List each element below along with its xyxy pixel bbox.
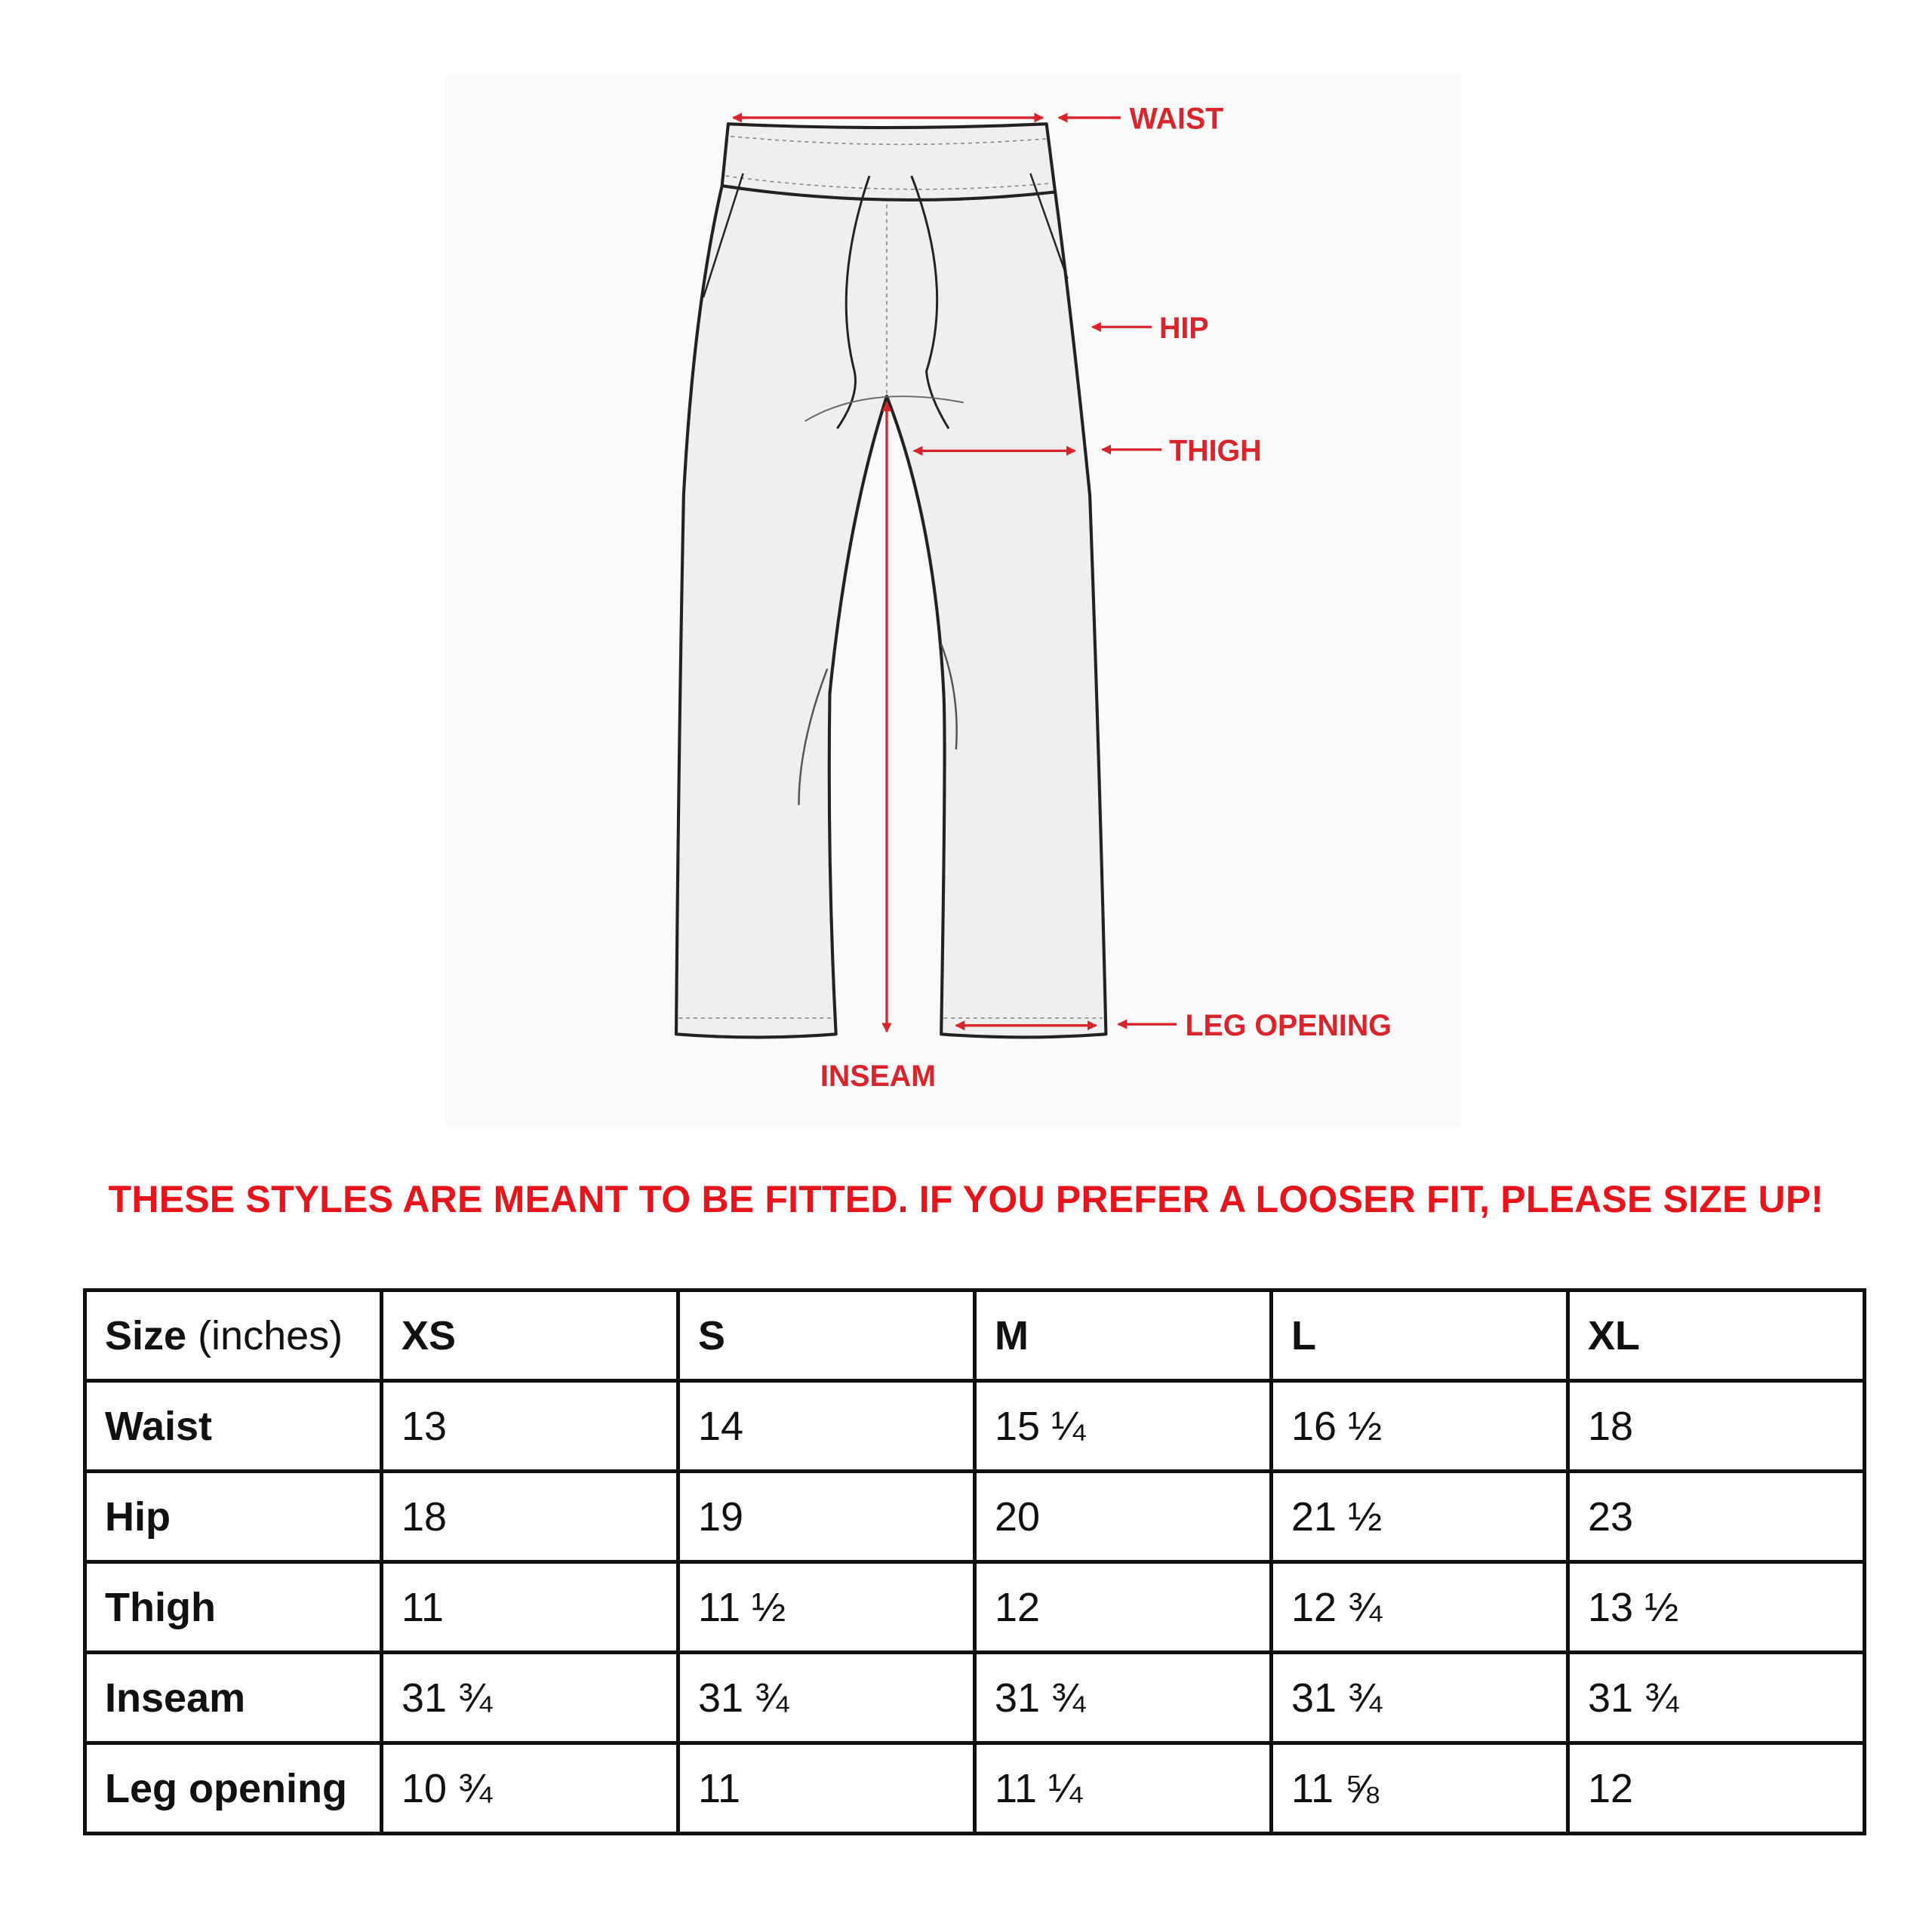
- leg-opening-label: LEG OPENING: [1185, 1009, 1391, 1042]
- waist-label: WAIST: [1130, 103, 1224, 136]
- table-cell: 14: [676, 1379, 977, 1473]
- row-label: Waist: [83, 1379, 383, 1473]
- pants-illustration: [674, 122, 1108, 1039]
- size-header-label: Size: [105, 1312, 187, 1358]
- size-column-header: L: [1269, 1288, 1570, 1383]
- inseam-label: INSEAM: [820, 1060, 936, 1093]
- table-row: Leg opening 10 ¾ 11 11 ¼ 11 ⅝ 12: [83, 1741, 1866, 1835]
- table-cell: 12: [973, 1560, 1273, 1654]
- table-cell: 18: [380, 1469, 680, 1564]
- table-cell: 11 ½: [676, 1560, 977, 1654]
- pants-measurement-diagram: WAIST HIP THIGH LEG OPENING INSEAM: [674, 102, 1392, 1094]
- table-cell: 13 ½: [1566, 1560, 1866, 1654]
- table-cell: 11 ⅝: [1269, 1741, 1570, 1835]
- table-cell: 12: [1566, 1741, 1866, 1835]
- row-label: Leg opening: [83, 1741, 383, 1835]
- table-cell: 31 ¾: [1269, 1651, 1570, 1745]
- table-row: Inseam 31 ¾ 31 ¾ 31 ¾ 31 ¾ 31 ¾: [83, 1651, 1866, 1745]
- table-cell: 18: [1566, 1379, 1866, 1473]
- measurement-arrows: [731, 112, 1177, 1033]
- table-cell: 19: [676, 1469, 977, 1564]
- table-cell: 11: [676, 1741, 977, 1835]
- table-cell: 21 ½: [1269, 1469, 1570, 1564]
- table-cell: 16 ½: [1269, 1379, 1570, 1473]
- size-column-header: XS: [380, 1288, 680, 1383]
- table-cell: 10 ¾: [380, 1741, 680, 1835]
- row-label: Hip: [83, 1469, 383, 1564]
- table-cell: 31 ¾: [1566, 1651, 1866, 1745]
- thigh-label: THIGH: [1169, 435, 1262, 468]
- table-header-row: Size (inches) XS S M L XL: [83, 1288, 1866, 1383]
- table-cell: 20: [973, 1469, 1273, 1564]
- size-column-header: M: [973, 1288, 1273, 1383]
- size-header-unit: (inches): [198, 1312, 343, 1358]
- table-row: Waist 13 14 15 ¼ 16 ½ 18: [83, 1379, 1866, 1473]
- row-label: Inseam: [83, 1651, 383, 1745]
- table-cell: 11 ¼: [973, 1741, 1273, 1835]
- size-column-header: S: [676, 1288, 977, 1383]
- table-cell: 31 ¾: [676, 1651, 977, 1745]
- table-cell: 11: [380, 1560, 680, 1654]
- table-cell: 31 ¾: [973, 1651, 1273, 1745]
- table-row: Thigh 11 11 ½ 12 12 ¾ 13 ½: [83, 1560, 1866, 1654]
- size-header-cell: Size (inches): [83, 1288, 383, 1383]
- hip-label: HIP: [1159, 312, 1209, 345]
- row-label: Thigh: [83, 1560, 383, 1654]
- table-cell: 15 ¼: [973, 1379, 1273, 1473]
- size-column-header: XL: [1566, 1288, 1866, 1383]
- table-cell: 31 ¾: [380, 1651, 680, 1745]
- fit-notice: THESE STYLES ARE MEANT TO BE FITTED. IF …: [108, 1178, 1824, 1220]
- table-row: Hip 18 19 20 21 ½ 23: [83, 1469, 1866, 1564]
- table-cell: 12 ¾: [1269, 1560, 1570, 1654]
- table-cell: 13: [380, 1379, 680, 1473]
- size-chart-table: Size (inches) XS S M L XL Waist 13 14 15…: [83, 1288, 1866, 1835]
- table-cell: 23: [1566, 1469, 1866, 1564]
